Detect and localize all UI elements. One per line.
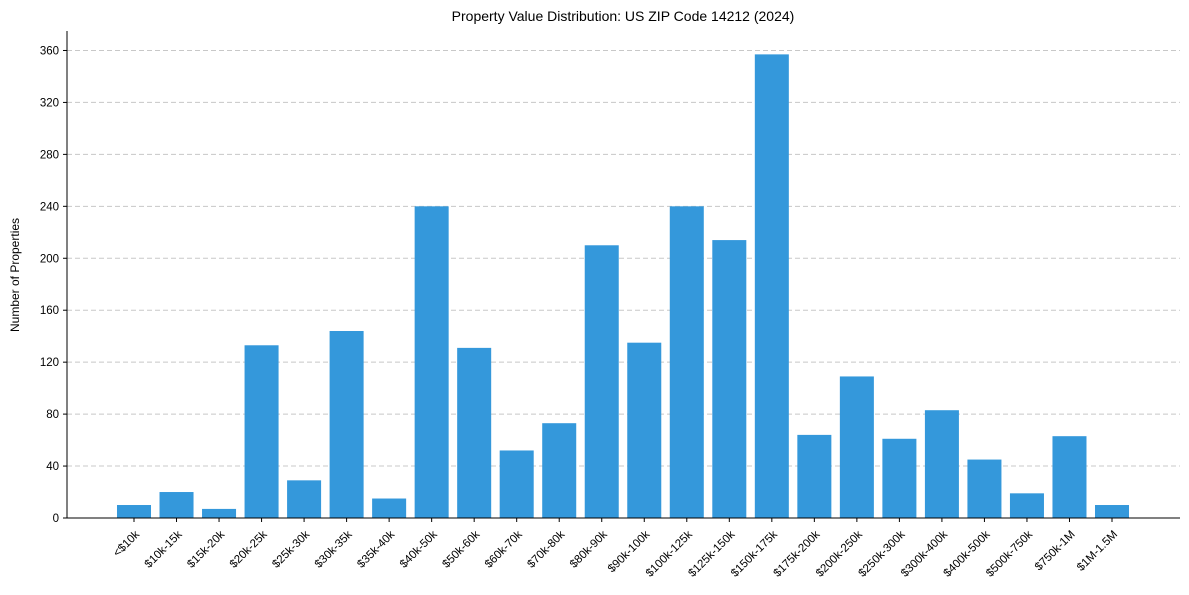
bar-16 [797,434,832,518]
x-tick-label: $750k-1M [1033,529,1078,574]
y-tick-label: 80 [46,409,59,421]
y-tick-label: 280 [40,149,59,161]
bar-2 [202,508,237,518]
y-tick-label: 200 [40,253,59,265]
x-tick-label: $10k-15k [143,528,185,570]
x-tick-label: $60k-70k [483,528,525,570]
bar-20 [967,459,1002,518]
bar-18 [882,438,917,518]
y-tick-label: 320 [40,97,59,109]
bar-7 [414,206,449,518]
x-tick-label: $40k-50k [398,528,440,570]
x-tick-label: $20k-25k [228,528,270,570]
y-tick-label: 360 [40,45,59,57]
x-tick-label: $70k-80k [525,528,567,570]
x-tick-label: $1M-1.5M [1075,529,1120,574]
bar-15 [754,54,789,518]
x-tick-label: $35k-40k [355,528,397,570]
chart-title: Property Value Distribution: US ZIP Code… [452,8,795,24]
bars [116,54,1130,518]
bar-3 [244,345,279,518]
y-tick-label: 240 [40,201,59,213]
bar-23 [1094,505,1130,518]
y-tick-label: 0 [53,513,59,525]
bar-9 [499,450,534,518]
x-tick-label: $500k-750k [984,528,1035,579]
bar-14 [712,240,747,518]
y-tick-label: 40 [46,461,59,473]
x-tick-label: $50k-60k [440,528,482,570]
x-tick-label: $30k-35k [313,528,355,570]
bar-0 [116,505,152,518]
bar-17 [839,376,874,518]
y-tick-label: 160 [40,305,59,317]
x-tick-label: $80k-90k [568,528,610,570]
bar-6 [372,498,407,518]
y-axis-label: Number of Properties [8,218,22,332]
y-tick-label: 120 [40,357,59,369]
x-tick-label: <$10k [111,528,142,559]
bar-21 [1009,493,1044,518]
bar-11 [584,245,619,518]
bar-1 [159,492,194,518]
bar-8 [457,347,492,518]
grid-lines [67,49,1180,467]
bar-4 [287,480,322,518]
bar-5 [329,330,364,518]
x-tick-label: $25k-30k [270,528,312,570]
bar-10 [542,423,577,518]
bar-19 [924,410,959,518]
y-axis-ticks: 0 40 80 120 160 200 240 280 320 360 [40,45,67,525]
bar-12 [627,342,662,518]
bar-13 [669,206,704,518]
x-axis-ticks: <$10k $10k-15k $15k-20k $20k-25k $25k-30k $30… [111,518,1120,580]
x-tick-label: $15k-20k [185,528,227,570]
bar-22 [1052,436,1087,518]
